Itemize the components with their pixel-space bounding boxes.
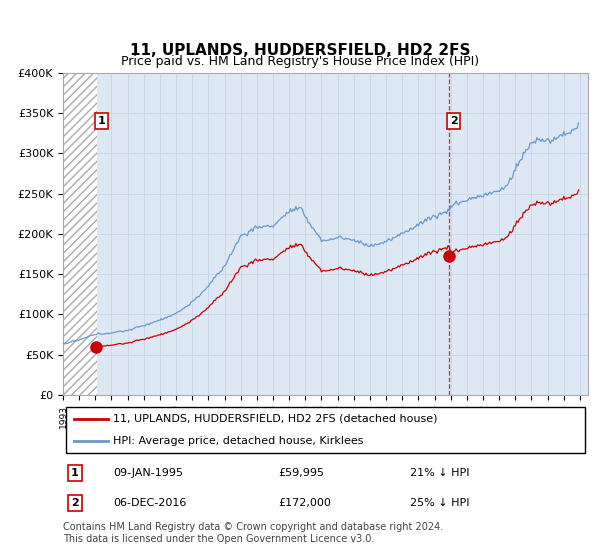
- Text: 1: 1: [98, 116, 106, 126]
- Text: 11, UPLANDS, HUDDERSFIELD, HD2 2FS: 11, UPLANDS, HUDDERSFIELD, HD2 2FS: [130, 43, 470, 58]
- Text: 2: 2: [450, 116, 458, 126]
- Text: Contains HM Land Registry data © Crown copyright and database right 2024.
This d: Contains HM Land Registry data © Crown c…: [63, 522, 443, 544]
- Bar: [63, 73, 97, 395]
- Text: £59,995: £59,995: [278, 468, 324, 478]
- Text: 2: 2: [71, 498, 79, 508]
- Text: 25% ↓ HPI: 25% ↓ HPI: [409, 498, 469, 508]
- FancyBboxPatch shape: [65, 407, 586, 453]
- Text: £172,000: £172,000: [278, 498, 331, 508]
- Text: 21% ↓ HPI: 21% ↓ HPI: [409, 468, 469, 478]
- Text: 11, UPLANDS, HUDDERSFIELD, HD2 2FS (detached house): 11, UPLANDS, HUDDERSFIELD, HD2 2FS (deta…: [113, 414, 437, 424]
- Text: HPI: Average price, detached house, Kirklees: HPI: Average price, detached house, Kirk…: [113, 436, 364, 446]
- Text: 06-DEC-2016: 06-DEC-2016: [113, 498, 186, 508]
- Text: 09-JAN-1995: 09-JAN-1995: [113, 468, 183, 478]
- Text: 1: 1: [71, 468, 79, 478]
- Text: Price paid vs. HM Land Registry's House Price Index (HPI): Price paid vs. HM Land Registry's House …: [121, 55, 479, 68]
